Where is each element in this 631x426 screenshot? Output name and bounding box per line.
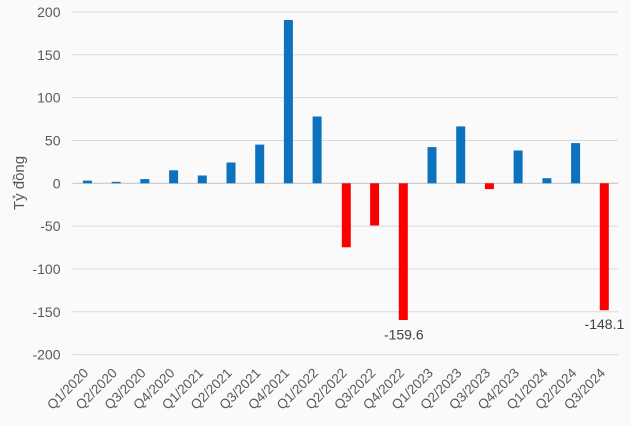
svg-text:-148.1: -148.1: [585, 316, 625, 332]
svg-text:50: 50: [45, 133, 61, 149]
svg-text:Tỷ đồng: Tỷ đồng: [11, 156, 28, 210]
svg-text:0: 0: [53, 175, 61, 191]
svg-text:-100: -100: [32, 261, 60, 277]
svg-text:100: 100: [37, 90, 61, 106]
svg-text:200: 200: [37, 4, 61, 20]
svg-text:-50: -50: [40, 218, 60, 234]
svg-text:-200: -200: [32, 347, 60, 363]
svg-text:150: 150: [37, 47, 61, 63]
svg-text:-159.6: -159.6: [384, 326, 424, 342]
svg-text:-150: -150: [32, 304, 60, 320]
